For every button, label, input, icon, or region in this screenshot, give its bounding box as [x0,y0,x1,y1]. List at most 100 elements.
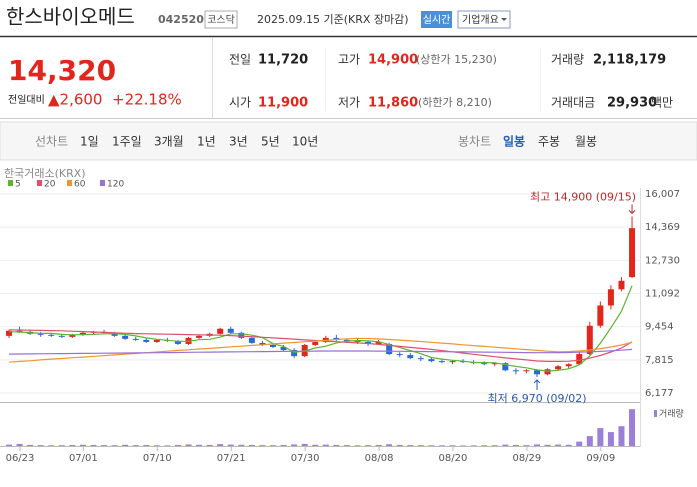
candle-tab[interactable]: 월봉 [575,135,597,149]
x-tick-label: 08/29 [512,453,541,464]
period-tab[interactable]: 1일 [80,135,99,149]
legend-label: 120 [107,180,124,190]
volume-bar [259,445,266,446]
candle-body [375,341,382,344]
volume-bar [629,409,636,446]
chart-source: 한국거래소(KRX) [4,167,86,180]
candle-body [354,340,361,342]
volume-bar [69,445,76,446]
period-bar [0,121,697,161]
candle-body [428,359,435,362]
legend-label: 5 [15,180,21,190]
stock-code: 042520 [158,13,204,26]
volume-bar [407,445,414,446]
candle-body [143,339,150,342]
menu-dropdown[interactable] [457,10,511,29]
realtime-badge[interactable] [421,11,452,28]
realtime-text[interactable]: 실시간 [423,14,451,26]
x-tick-label: 07/21 [217,453,246,464]
legend-swatch [8,180,13,186]
candle-body [449,361,456,363]
moving-average [8,337,633,363]
candle-body [227,328,234,333]
candle-body [79,332,86,335]
candle-body [555,366,562,370]
volume-bar [174,444,181,446]
moving-average [8,285,633,372]
volume-bar [343,445,350,446]
stat-label: 고가 [338,53,360,67]
volume-bar [217,444,224,446]
candle-body [238,332,245,338]
candle-body [491,363,498,365]
y-tick-label: 9,454 [645,322,674,333]
volume-bar [333,444,340,446]
period-tab[interactable]: 1년 [197,135,216,149]
candle-body [153,339,160,342]
candle-body [481,363,488,365]
volume-legend: 거래량 [659,408,684,420]
volume-bar [48,445,55,446]
volume-bar [248,444,255,446]
volume-bar [428,445,435,446]
volume-bar [27,444,34,446]
candle-tab[interactable]: 주봉 [538,135,560,149]
volume-bar [322,444,329,446]
menu-text[interactable]: 기업개요 [462,13,499,26]
candle-body [386,343,393,355]
volume-bar [238,444,245,446]
volume-bar [270,445,276,446]
volume-bar [607,432,614,446]
market-badge-text: 코스닥 [207,14,235,26]
period-tab: 선차트 [35,135,68,149]
candle-body [407,355,414,359]
volume-bar [280,444,287,446]
stat-label: 거래량 [551,53,584,67]
volume-bar [523,445,530,446]
change: ▲2,600 [48,91,102,109]
volume-bar [196,444,203,446]
legend-label: 20 [44,180,56,190]
stat-value: 14,900 [368,53,418,68]
volume-bar [481,445,488,446]
volume-bar [354,445,361,446]
legend-label: 60 [74,180,86,190]
x-tick-label: 08/20 [439,453,468,464]
period-tab[interactable]: 3개월 [154,135,184,149]
change-label: 전일대비 [8,94,45,106]
candle-tab[interactable]: 일봉 [503,135,525,149]
x-tick-label: 07/30 [291,453,320,464]
period-tab[interactable]: 5년 [261,135,280,149]
annotation: 최고 14,900 (09/15) [530,190,636,203]
y-tick-label: 7,815 [645,355,674,366]
stat-label: 전일 [229,53,251,67]
candle-body [196,335,203,338]
candle-body [69,334,76,337]
volume-bar [6,444,12,446]
period-tab[interactable]: 3년 [229,135,248,149]
candle-body [291,350,298,357]
volume-bar [512,444,519,446]
x-tick-label: 08/08 [365,453,394,464]
volume-bar [312,444,319,446]
volume-bar [227,444,234,446]
volume-bar [470,445,477,446]
volume-bar [301,443,308,446]
stat-note: (하한가 8,210) [418,95,492,109]
legend-swatch [37,180,42,186]
candle-body [333,337,340,340]
volume-bar [618,426,625,446]
candle-tab: 봉차트 [458,135,491,149]
candle-body [607,289,614,306]
volume-bar [37,445,44,446]
volume-bar [153,445,160,446]
volume-bar [101,445,108,446]
period-tab[interactable]: 1주일 [112,135,142,149]
volume-bar [122,444,129,446]
volume-bar [79,444,86,446]
candle-body [16,330,23,332]
candle-body [438,361,445,363]
candle-body [48,334,55,336]
period-tab[interactable]: 10년 [292,135,318,149]
legend-swatch [67,180,72,186]
